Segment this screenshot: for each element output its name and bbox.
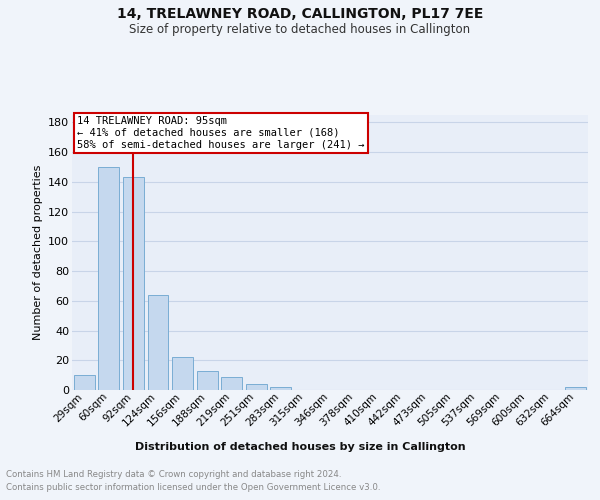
Text: Contains HM Land Registry data © Crown copyright and database right 2024.: Contains HM Land Registry data © Crown c… [6,470,341,479]
Bar [221,376,242,390]
Bar [148,295,169,390]
Bar [172,358,193,390]
Bar [123,178,144,390]
Bar [197,370,218,390]
Bar [98,167,119,390]
Text: Contains public sector information licensed under the Open Government Licence v3: Contains public sector information licen… [6,482,380,492]
Text: 14, TRELAWNEY ROAD, CALLINGTON, PL17 7EE: 14, TRELAWNEY ROAD, CALLINGTON, PL17 7EE [117,8,483,22]
Bar [271,387,292,390]
Text: Distribution of detached houses by size in Callington: Distribution of detached houses by size … [134,442,466,452]
Bar [74,375,95,390]
Text: Size of property relative to detached houses in Callington: Size of property relative to detached ho… [130,22,470,36]
Text: 14 TRELAWNEY ROAD: 95sqm
← 41% of detached houses are smaller (168)
58% of semi-: 14 TRELAWNEY ROAD: 95sqm ← 41% of detach… [77,116,365,150]
Bar [565,387,586,390]
Bar [246,384,267,390]
Y-axis label: Number of detached properties: Number of detached properties [32,165,43,340]
